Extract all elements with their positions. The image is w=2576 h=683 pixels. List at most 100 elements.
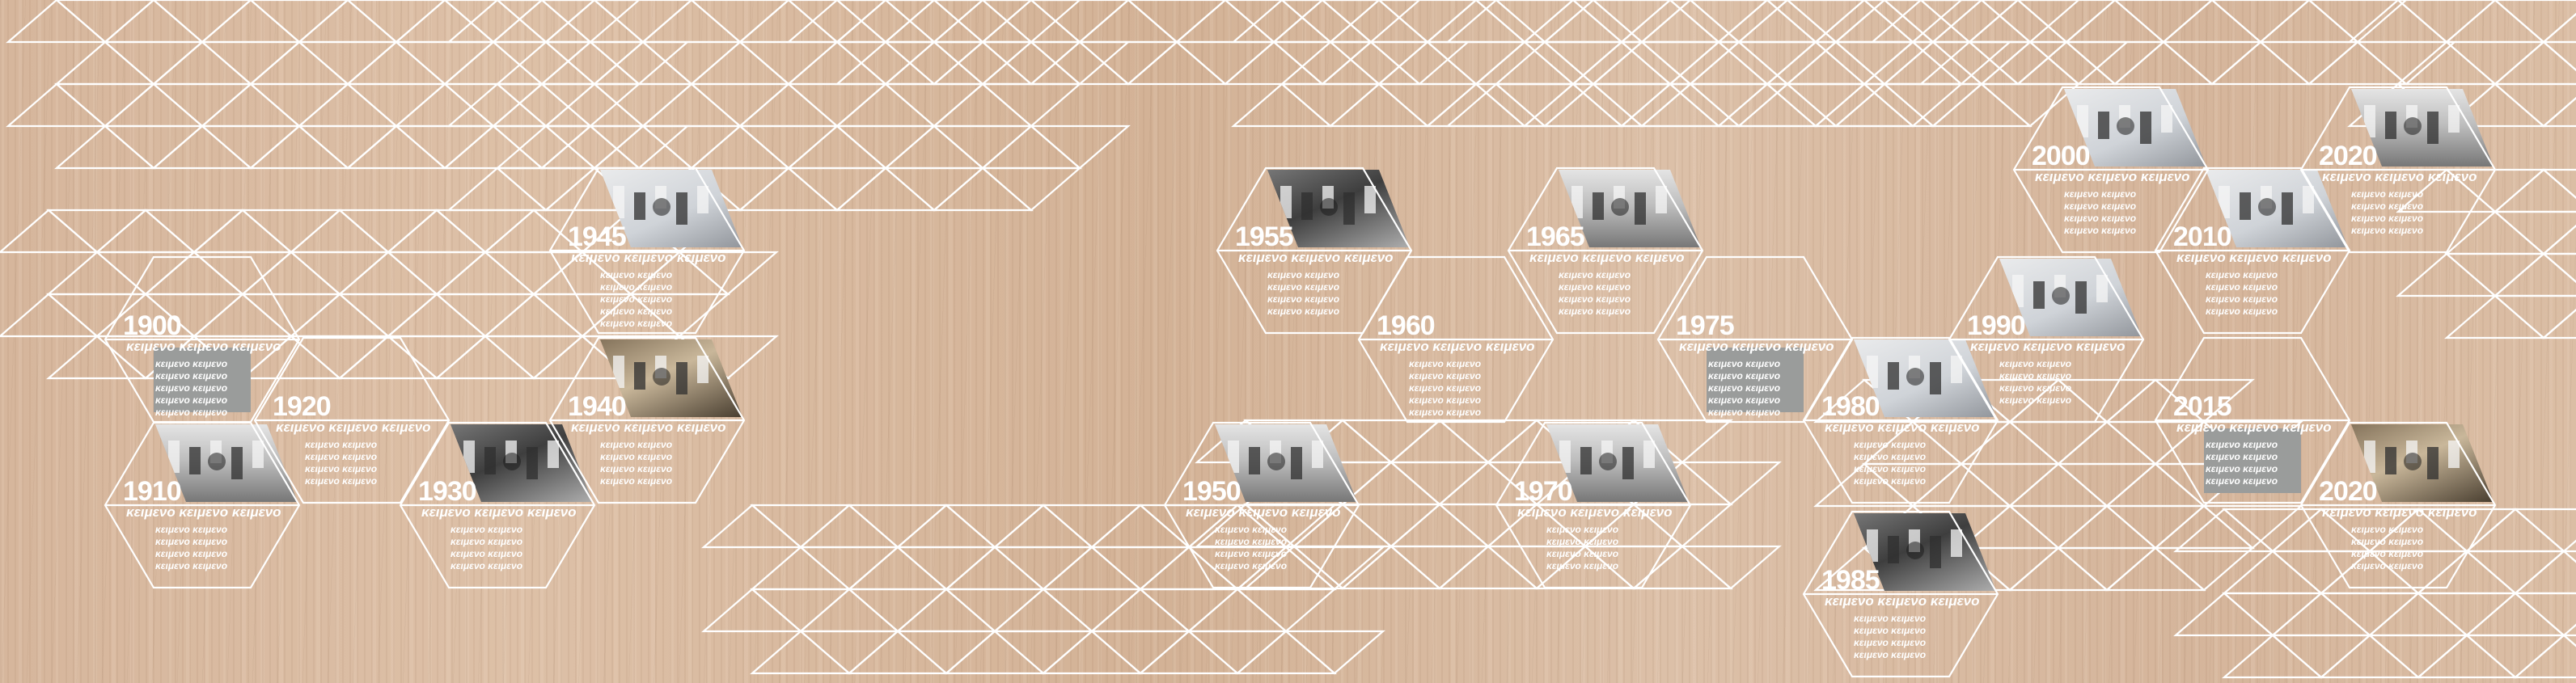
entry-text-line: κειμενο κειμενο <box>600 281 672 293</box>
entry-caption: κειμενο κειμενο κειμενο <box>2322 504 2477 520</box>
entry-text-line: κειμενο κειμενο <box>1215 548 1287 559</box>
grid-triangle <box>2444 210 2546 255</box>
grid-triangle <box>786 124 888 170</box>
grid-triangle <box>1474 40 1576 86</box>
grid-triangle <box>1340 419 1442 464</box>
grid-triangle <box>1474 82 1576 128</box>
entry-caption: κειμενο κειμενο κειμενο <box>1970 339 2126 354</box>
grid-triangle <box>151 82 253 128</box>
grid-triangle <box>786 167 888 212</box>
grid-triangle <box>738 0 840 44</box>
grid-triangle <box>386 251 488 296</box>
grid-triangle <box>1089 630 1191 675</box>
grid-triangle <box>539 124 641 170</box>
entry-text-line: κειμενο κειμενο <box>600 306 672 317</box>
entry-text-line: κειμενο κειμενο <box>1546 524 1618 535</box>
entry-text-line: κειμενο κειμενο <box>1854 463 1926 474</box>
grid-triangle <box>1389 545 1491 590</box>
grid-triangle <box>1235 630 1337 675</box>
grid-triangle <box>2056 546 2158 592</box>
grid-triangle <box>2444 40 2546 86</box>
entry-text-line: κειμενο κειμενο <box>1559 269 1631 280</box>
grid-triangle <box>1619 82 1721 128</box>
grid-triangle <box>1029 124 1131 170</box>
entry-year: 2020 <box>2319 141 2377 171</box>
entry-caption: κειμενο κειμενο κειμενο <box>2322 169 2477 184</box>
grid-triangle <box>786 82 888 128</box>
grid-triangle <box>750 588 852 633</box>
grid-triangle <box>1389 503 1491 548</box>
grid-triangle <box>980 82 1082 128</box>
grid-triangle <box>0 209 99 254</box>
entry-text-line: κειμενο κειμενο <box>1215 524 1287 535</box>
grid-triangle <box>1445 0 1547 44</box>
grid-triangle <box>992 588 1094 633</box>
grid-triangle <box>738 82 840 128</box>
grid-triangle <box>1979 82 2081 128</box>
grid-triangle <box>1882 40 1984 86</box>
grid-triangle <box>883 40 985 86</box>
grid-triangle <box>394 124 496 170</box>
entry-year: 1990 <box>1967 310 2025 341</box>
grid-triangle <box>1639 0 1741 44</box>
grid-triangle <box>2104 462 2206 508</box>
grid-triangle <box>2541 12 2576 44</box>
grid-triangle <box>6 82 108 128</box>
grid-triangle <box>151 124 253 170</box>
grid-triangle <box>1736 82 1838 128</box>
grid-triangle <box>1571 82 1673 128</box>
grid-triangle <box>1223 40 1325 86</box>
entry-text-line: κειμενο κειμενο <box>1409 394 1481 406</box>
entry-text-line: κειμενο κειμενο <box>1999 382 2071 394</box>
grid-triangle <box>2016 0 2117 44</box>
grid-triangle <box>750 630 852 675</box>
grid-triangle <box>1786 0 1886 44</box>
entry-text-line: κειμενο κειμενο <box>2206 475 2278 487</box>
grid-triangle <box>1668 82 1770 128</box>
entry-text-line: κειμενο κειμενο <box>450 536 522 547</box>
grid-triangle <box>689 124 791 170</box>
grid-triangle <box>884 0 984 44</box>
grid-triangle <box>738 40 840 86</box>
entry-year: 1930 <box>418 476 476 507</box>
grid-triangle <box>980 0 1082 44</box>
grid-triangle <box>95 251 197 296</box>
grid-triangle <box>1863 0 1963 44</box>
grid-triangle <box>1979 40 2081 86</box>
grid-triangle <box>1883 0 1983 44</box>
grid-triangle <box>1340 503 1442 548</box>
grid-triangle <box>200 82 302 128</box>
grid-triangle <box>491 124 593 170</box>
grid-triangle <box>495 40 597 86</box>
grid-triangle <box>1377 82 1478 128</box>
entry-text-line: κειμενο κειμενο <box>305 463 377 474</box>
grid-triangle <box>980 40 1082 86</box>
grid-triangle <box>701 588 803 633</box>
grid-triangle <box>1494 82 1596 128</box>
grid-triangle <box>2222 550 2324 595</box>
grid-triangle <box>883 0 985 44</box>
grid-triangle <box>1919 0 2020 44</box>
grid-triangle <box>1041 546 1143 591</box>
grid-triangle <box>689 82 791 128</box>
entry-text-line: κειμενο κειμενο <box>155 394 227 406</box>
grid-triangle <box>2493 40 2576 86</box>
image-placeholder <box>154 348 251 412</box>
entry-text-line: κειμενο κειμενο <box>600 463 672 474</box>
grid-triangle <box>495 124 597 170</box>
entry-caption: κειμενο κειμενο κειμενο <box>1186 504 1341 520</box>
grid-triangle <box>2319 592 2421 637</box>
grid-triangle <box>677 251 779 296</box>
entry-caption: κειμενο κειμενο κειμενο <box>1679 339 1834 354</box>
grid-triangle <box>1591 82 1693 128</box>
entry-text-line: κειμενο κειμενο <box>155 407 227 418</box>
grid-triangle <box>2007 420 2109 466</box>
grid-triangle <box>394 40 496 86</box>
entry-text-line: κειμενο κειμενο <box>1559 293 1631 305</box>
